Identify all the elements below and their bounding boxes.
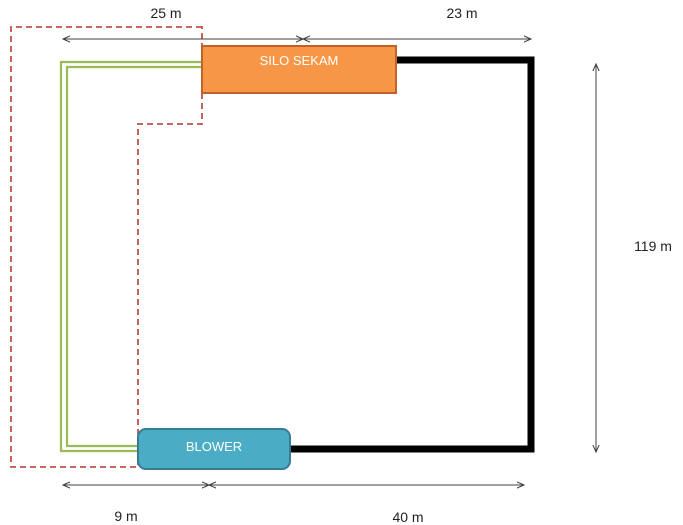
dimension-label-right-vertical: 119 m — [634, 238, 672, 254]
green-pipe-inner — [65, 65, 202, 448]
dimension-label-bottom-left: 9 m — [114, 508, 137, 524]
dimension-label-top-left: 25 m — [150, 5, 181, 21]
blower-label: BLOWER — [186, 439, 242, 454]
green-pipe-outer — [59, 60, 202, 453]
silo-sekam-box — [201, 45, 397, 94]
dimension-label-bottom-right: 40 m — [392, 509, 423, 525]
boundary-dashed-outline — [10, 26, 203, 468]
black-pipe — [290, 56, 535, 453]
silo-sekam-label: SILO SEKAM — [260, 53, 339, 68]
blower-box — [137, 428, 291, 470]
dimension-label-top-right: 23 m — [446, 5, 477, 21]
